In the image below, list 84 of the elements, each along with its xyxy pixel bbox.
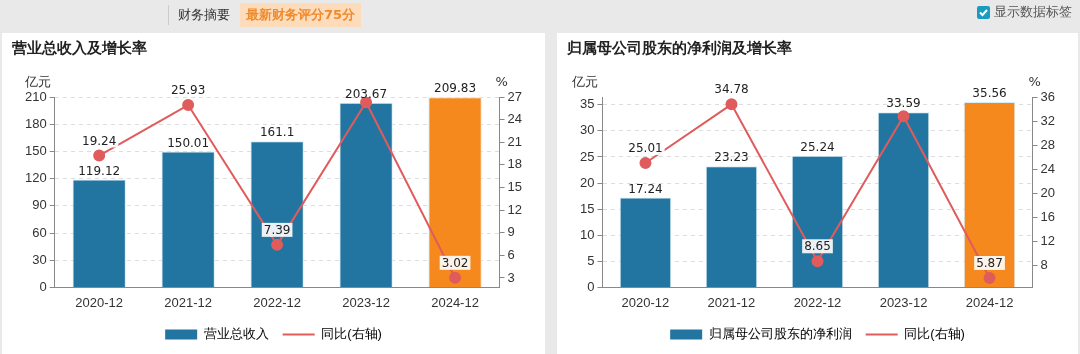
data-label: 3.02 [441,255,469,270]
y2-tick-label: 12 [507,201,523,217]
y-tick-label: 30 [32,251,47,267]
y-tick-label: 35 [579,96,595,112]
y2-tick-label: 16 [1040,208,1056,224]
x-tick-label: 2021-12 [707,294,756,310]
y2-tick-label: 32 [1040,112,1056,128]
x-tick-label: 2023-12 [879,294,928,310]
data-label: 8.65 [804,239,831,254]
y2-tick-label: 21 [507,133,523,149]
x-tick-label: 2020-12 [75,294,124,310]
data-label: 25.24 [800,139,835,154]
point [725,98,738,111]
y2-tick-label: 24 [507,111,523,127]
y2-tick-label: 8 [1040,256,1048,272]
point [449,271,462,284]
y2-tick-label: 18 [507,156,523,172]
point [271,238,284,251]
data-label: 119.12 [78,163,121,178]
y2-tick-label: 24 [1040,160,1056,176]
point [182,99,195,112]
y-axis-title: 亿元 [23,73,51,89]
data-label: 150.01 [167,135,210,150]
text: 财务摘要 [178,6,230,24]
data-label: 5.87 [976,256,1003,271]
data-label: 34.78 [714,82,749,97]
y-tick-label: 120 [24,170,47,186]
x-tick-label: 2022-12 [793,294,842,310]
x-tick-label: 2021-12 [164,294,212,310]
chart-title: 营业总收入及增长率 [12,39,147,58]
y-tick-label: 0 [39,278,47,294]
y2-axis-title: % [495,73,508,89]
y2-tick-label: 6 [507,246,515,262]
y-tick-label: 25 [579,148,595,164]
y-tick-label: 150 [24,142,47,158]
y-tick-label: 5 [587,252,595,268]
x-tick-label: 2024-12 [965,294,1014,310]
legend-label: 归属母公司股东的净利润 [708,326,852,342]
data-label: 7.39 [263,223,291,237]
point [639,157,652,170]
y-tick-label: 15 [579,200,595,216]
y2-tick-label: 28 [1040,136,1056,152]
data-label: 209.83 [434,81,477,96]
y-tick-label: 60 [32,224,47,240]
text: 最新财务评分75分 [240,3,362,27]
data-label: 33.59 [886,96,921,111]
data-label: 25.01 [628,141,663,156]
data-label: 19.24 [82,133,117,148]
data-label: 35.56 [972,86,1007,101]
x-tick-label: 2024-12 [431,294,479,310]
y-axis-title: 亿元 [571,73,599,89]
x-tick-label: 2023-12 [342,294,390,310]
data-label: 23.23 [714,150,749,165]
point [93,149,106,162]
legend-label: 同比(右轴) [321,326,382,342]
legend-label: 营业总收入 [203,326,269,342]
point [897,110,910,123]
y2-tick-label: 27 [507,88,523,104]
y2-tick-label: 3 [507,269,515,285]
data-label: 25.93 [170,83,206,98]
y2-tick-label: 12 [1040,232,1056,248]
point [983,271,996,284]
y2-axis-title: % [1028,73,1041,89]
y-tick-label: 180 [24,115,47,131]
data-label: 17.24 [628,181,663,196]
x-tick-label: 2022-12 [253,294,301,310]
y-tick-label: 30 [579,122,595,138]
y2-tick-label: 20 [1040,184,1056,200]
point [360,97,373,109]
x-tick-label: 2020-12 [621,294,670,310]
y-tick-label: 210 [24,88,47,104]
chart-title: 归属母公司股东的净利润及增长率 [567,39,792,58]
y2-tick-label: 9 [507,224,515,240]
y2-tick-label: 15 [507,179,523,195]
y-tick-label: 20 [579,174,595,190]
data-label: 161.1 [259,125,295,140]
y-tick-label: 90 [32,197,47,213]
point [811,255,824,268]
data-label: 203.67 [345,86,388,101]
y-tick-label: 0 [587,278,595,294]
text: 显示数据标签 [994,3,1072,21]
y2-tick-label: 36 [1040,88,1056,104]
y-tick-label: 10 [579,226,595,242]
legend-label: 同比(右轴) [904,326,965,342]
